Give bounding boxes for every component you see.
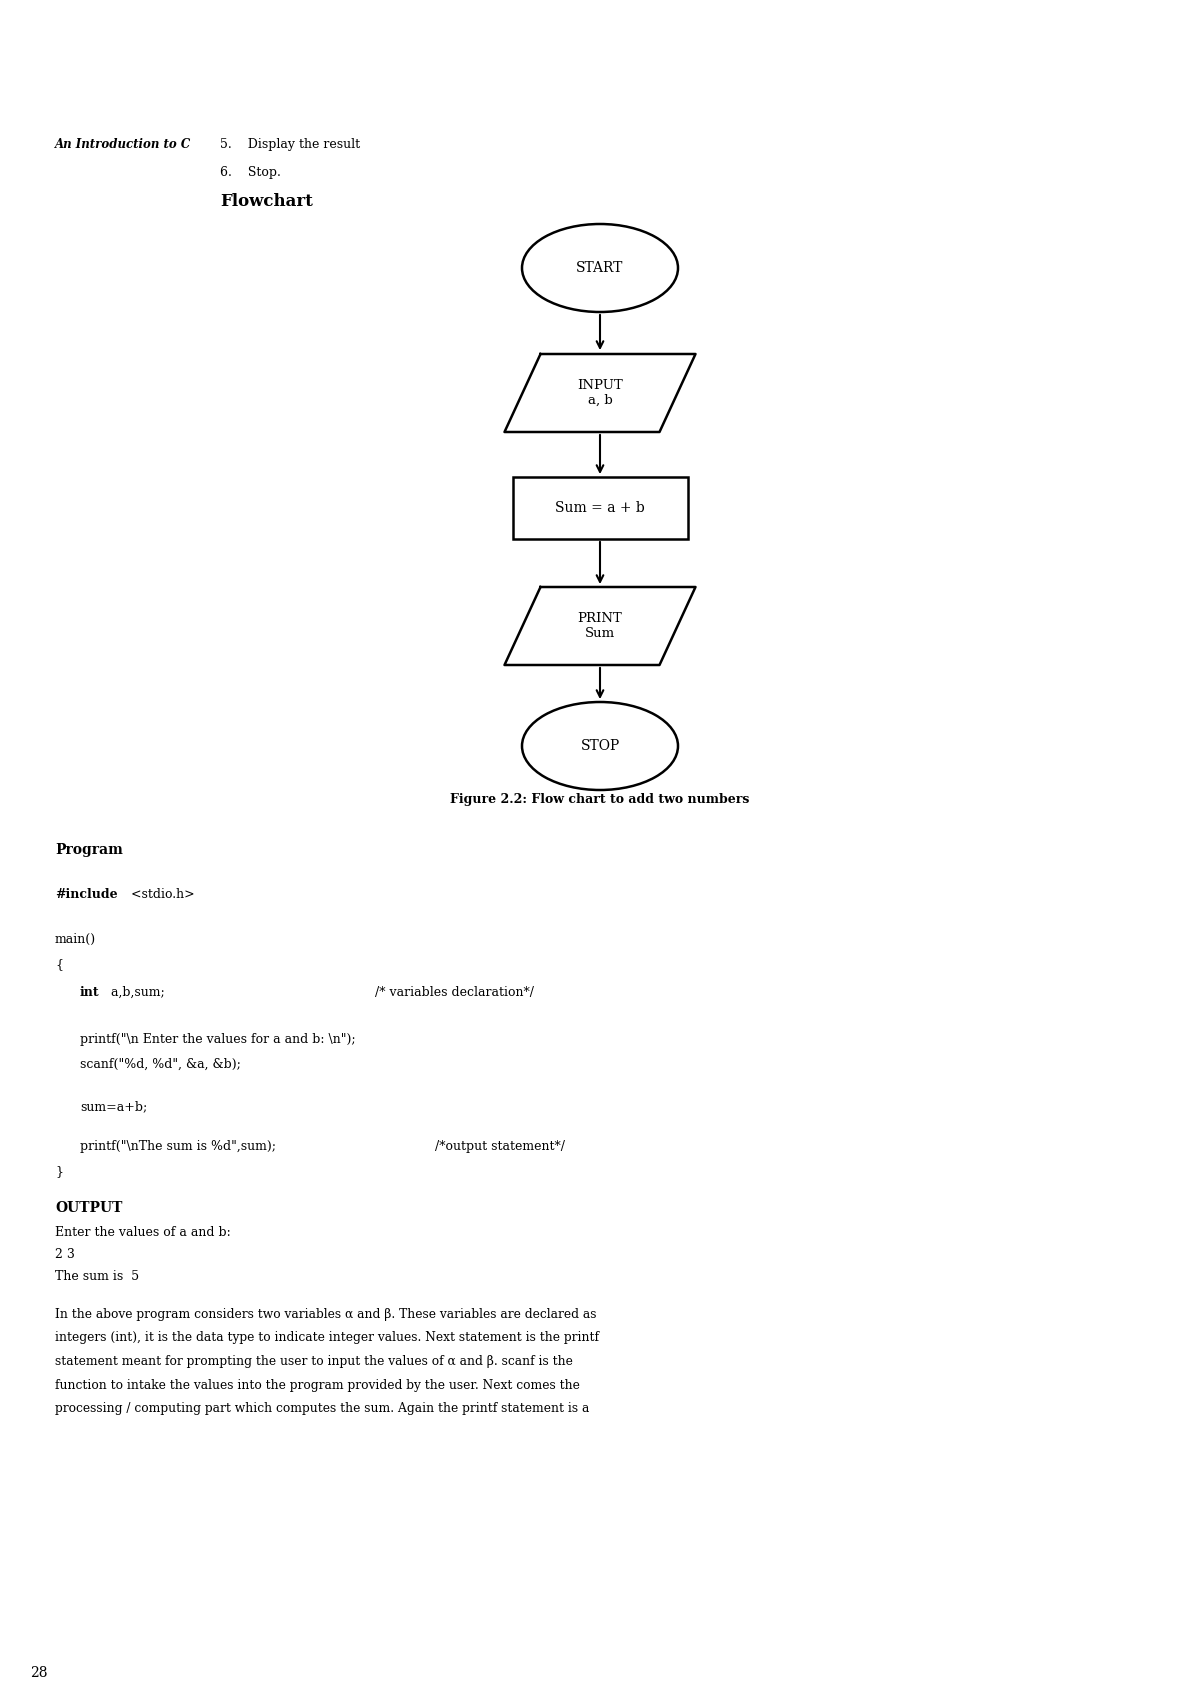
Text: {: { [55, 958, 64, 971]
Text: 5.    Display the result: 5. Display the result [220, 138, 360, 151]
Text: sum=a+b;: sum=a+b; [80, 1100, 148, 1112]
Text: #include: #include [55, 888, 118, 902]
Text: }: } [55, 1165, 64, 1178]
Text: scanf("%d, %d", &a, &b);: scanf("%d, %d", &a, &b); [80, 1058, 241, 1071]
Text: Program: Program [55, 842, 122, 857]
Text: In the above program considers two variables α and β. These variables are declar: In the above program considers two varia… [55, 1307, 596, 1321]
Text: PRINT
Sum: PRINT Sum [577, 611, 623, 640]
Text: function to intake the values into the program provided by the user. Next comes : function to intake the values into the p… [55, 1379, 580, 1391]
Text: An Introduction to C: An Introduction to C [55, 138, 191, 151]
Text: The sum is  5: The sum is 5 [55, 1270, 139, 1284]
Text: statement meant for prompting the user to input the values of α and β. scanf is : statement meant for prompting the user t… [55, 1355, 572, 1369]
Text: <stdio.h>: <stdio.h> [127, 888, 194, 902]
Bar [512, 477, 688, 538]
Text: printf("\n Enter the values for a and b: \n");: printf("\n Enter the values for a and b:… [80, 1032, 355, 1046]
Text: a,b,sum;: a,b,sum; [107, 987, 164, 998]
Text: Enter the values of a and b:: Enter the values of a and b: [55, 1226, 230, 1240]
Text: integers (int), it is the data type to indicate integer values. Next statement i: integers (int), it is the data type to i… [55, 1331, 599, 1345]
Text: INPUT
a, b: INPUT a, b [577, 379, 623, 408]
Text: START: START [576, 261, 624, 275]
Text: 28: 28 [30, 1666, 48, 1679]
Text: /* variables declaration*/: /* variables declaration*/ [374, 987, 534, 998]
Text: main(): main() [55, 932, 96, 946]
Text: 2 3: 2 3 [55, 1248, 74, 1262]
Text: processing / computing part which computes the sum. Again the printf statement i: processing / computing part which comput… [55, 1403, 589, 1414]
Text: 6.    Stop.: 6. Stop. [220, 166, 281, 178]
Text: STOP: STOP [581, 739, 619, 752]
Text: printf("\nThe sum is %d",sum);: printf("\nThe sum is %d",sum); [80, 1139, 276, 1153]
Text: OUTPUT: OUTPUT [55, 1200, 122, 1216]
Text: Sum = a + b: Sum = a + b [556, 501, 644, 514]
Text: int: int [80, 987, 100, 998]
Text: Flowchart: Flowchart [220, 194, 313, 211]
Text: /*output statement*/: /*output statement*/ [434, 1139, 565, 1153]
Text: Figure 2.2: Flow chart to add two numbers: Figure 2.2: Flow chart to add two number… [450, 793, 750, 807]
